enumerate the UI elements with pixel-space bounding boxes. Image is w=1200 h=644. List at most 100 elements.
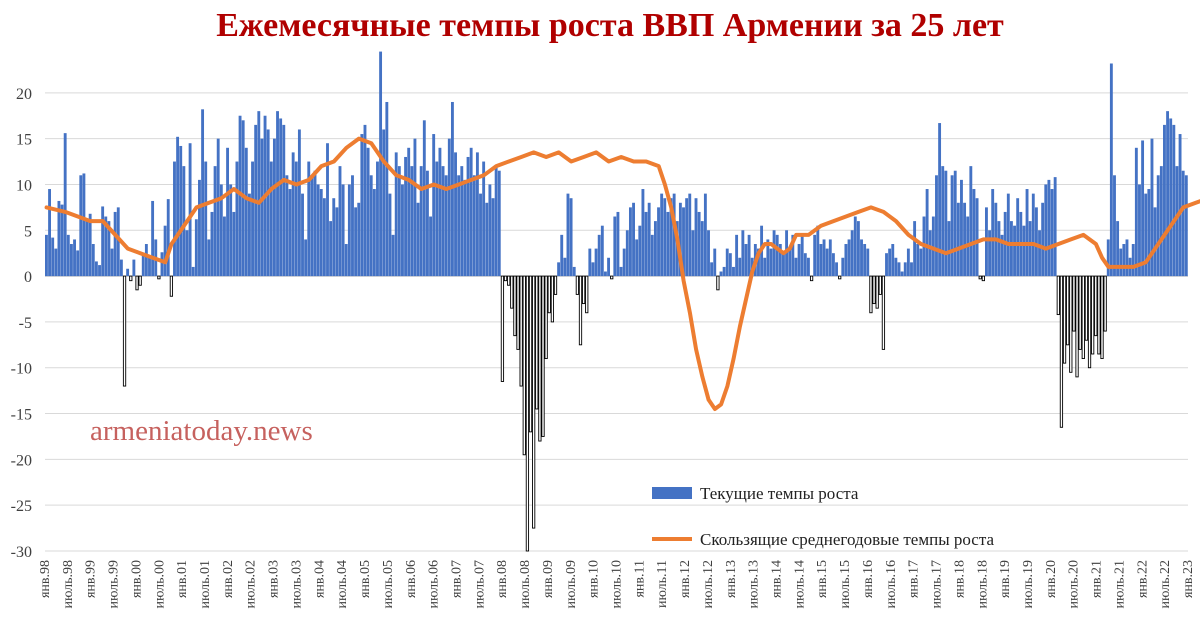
x-tick-label: янв.23 — [1181, 560, 1196, 598]
bar — [791, 234, 795, 277]
bar — [88, 213, 92, 277]
y-tick-label: -30 — [11, 544, 32, 561]
bar — [372, 189, 376, 277]
bar — [332, 198, 336, 277]
bar — [975, 198, 979, 277]
bar — [732, 266, 735, 277]
bar — [198, 179, 201, 277]
legend-line-label: Скользящие среднегодовые темпы роста — [700, 530, 994, 549]
y-axis-ticks: 20 15 10 5 0 -5 -10 -15 -20 -25 -30 — [11, 86, 32, 561]
bar — [463, 179, 467, 277]
bar — [326, 143, 329, 277]
bar — [388, 193, 392, 277]
bar — [472, 175, 476, 277]
bar — [809, 275, 814, 282]
bar — [285, 175, 289, 277]
bar — [207, 239, 211, 277]
x-tick-label: июль.09 — [564, 560, 579, 608]
bar — [560, 234, 564, 277]
bar — [585, 275, 589, 314]
bar — [394, 152, 398, 277]
bar — [232, 211, 236, 277]
bar — [1044, 184, 1048, 277]
bar — [678, 202, 682, 277]
bar — [185, 230, 189, 277]
bar — [73, 239, 76, 277]
bar — [216, 138, 220, 277]
bar — [166, 199, 170, 277]
bar-series — [45, 51, 1188, 552]
x-tick-label: июль.01 — [198, 560, 213, 608]
x-tick-label: янв.98 — [38, 560, 53, 598]
bar — [575, 275, 579, 295]
bar — [457, 175, 461, 277]
bar — [941, 166, 945, 277]
bar — [1138, 184, 1141, 277]
bar — [266, 129, 270, 277]
bar — [950, 175, 954, 277]
bar — [110, 248, 114, 277]
bar — [1031, 193, 1035, 277]
bar — [1163, 124, 1166, 277]
bar — [794, 257, 798, 277]
bar — [351, 175, 354, 277]
bar — [553, 275, 558, 295]
x-tick-label: янв.09 — [541, 560, 556, 598]
bar — [953, 170, 957, 277]
bar — [76, 250, 80, 277]
bar — [1116, 221, 1120, 277]
bar — [856, 221, 860, 277]
x-tick-label: янв.03 — [267, 560, 282, 598]
chart-title: Ежемесячные темпы роста ВВП Армении за 2… — [216, 7, 1004, 44]
bar — [379, 51, 383, 277]
bar — [288, 189, 292, 277]
bar — [347, 184, 351, 277]
bar — [519, 275, 523, 387]
bar — [141, 253, 145, 277]
bar — [272, 138, 276, 277]
legend-bar-swatch — [652, 487, 692, 499]
bar — [913, 221, 917, 277]
bar — [863, 244, 867, 277]
bar — [435, 161, 439, 277]
x-tick-label: июль.00 — [152, 560, 167, 608]
bar — [819, 244, 823, 277]
bar — [641, 189, 645, 277]
bar — [1147, 189, 1151, 277]
bar — [335, 207, 339, 277]
bar — [466, 156, 470, 277]
bar — [282, 124, 286, 277]
bar — [382, 129, 386, 277]
bar — [766, 239, 770, 277]
bar — [410, 166, 414, 277]
bar — [475, 152, 479, 277]
x-tick-label: янв.14 — [770, 560, 785, 598]
bar — [119, 259, 123, 277]
bar — [363, 124, 367, 277]
x-tick-label: янв.16 — [861, 560, 876, 598]
bar — [644, 211, 648, 277]
y-tick-label: 0 — [24, 269, 32, 286]
bar — [1056, 275, 1060, 316]
bar — [151, 200, 155, 277]
bar — [407, 147, 411, 277]
bar — [135, 275, 139, 291]
bar — [538, 275, 542, 442]
bar — [419, 166, 423, 277]
bar — [800, 234, 804, 277]
bar — [113, 211, 117, 277]
x-tick-label: июль.02 — [244, 560, 259, 608]
x-tick-label: июль.22 — [1158, 560, 1173, 608]
bar — [1175, 166, 1179, 277]
bar — [1022, 225, 1026, 277]
bar — [928, 230, 932, 277]
bar — [828, 239, 832, 277]
bar — [1166, 111, 1170, 277]
bar — [194, 219, 198, 277]
x-tick-label: янв.06 — [404, 560, 419, 598]
bar — [744, 244, 748, 277]
bar — [694, 198, 698, 277]
x-tick-label: июль.11 — [655, 560, 670, 608]
moving-average-line — [44, 136, 1200, 411]
bar — [572, 266, 576, 277]
